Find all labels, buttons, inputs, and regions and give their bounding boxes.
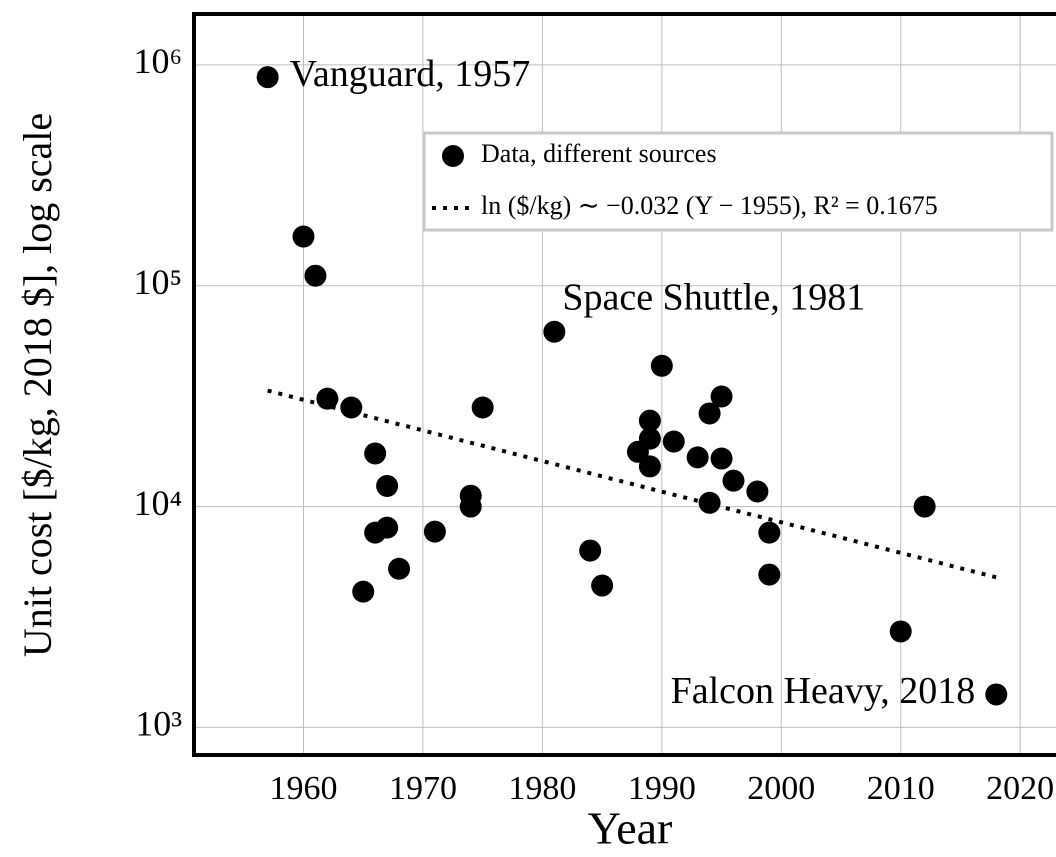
legend-label: ln ($/kg) ∼ −0.032 (Y − 1955), R² = 0.16… [481,191,938,220]
annotation: Space Shuttle, 1981 [562,276,865,318]
annotation: Vanguard, 1957 [290,53,531,95]
x-tick-label: 1990 [628,770,696,807]
data-point [388,557,411,580]
data-point [913,495,936,518]
y-axis-label: Unit cost [$/kg, 2018 $], log scale [15,113,60,657]
data-point [710,447,733,470]
x-tick-label: 1960 [270,770,338,807]
legend-marker [442,145,464,167]
data-point [376,516,399,539]
y-tick-label: 10⁶ [133,41,182,81]
data-point [352,580,375,603]
y-tick-label: 10³ [135,704,182,744]
y-tick-label: 10⁴ [133,483,182,523]
legend-label: Data, different sources [481,139,717,168]
data-point [985,683,1008,706]
data-point [591,574,614,597]
data-point [746,480,769,503]
data-point [686,446,709,469]
data-point [638,455,661,478]
x-tick-label: 2000 [747,770,815,807]
legend: Data, different sources ln ($/kg) ∼ −0.03… [422,131,1054,232]
data-point [304,264,327,287]
data-point [722,469,745,492]
data-point [889,620,912,643]
data-point [459,495,482,518]
data-point [698,402,721,425]
plot-frame [192,12,1056,757]
annotation: Falcon Heavy, 2018 [671,670,976,712]
data-point [256,66,279,89]
data-point [471,396,494,419]
data-point [340,396,363,419]
trend-line [267,388,997,580]
data-point [364,442,387,465]
data-point [638,427,661,450]
data-point [579,539,602,562]
x-tick-label: 1970 [389,770,457,807]
legend-box [422,131,1054,232]
x-tick-label: 1980 [508,770,576,807]
data-point [650,354,673,377]
data-point [758,563,781,586]
y-tick-label: 10⁵ [133,262,182,302]
data-point [543,320,566,343]
data-point [638,409,661,432]
x-tick-label: 2010 [867,770,935,807]
x-axis-label: Year [588,803,673,854]
data-point [423,520,446,543]
x-tick-label: 2020 [986,770,1054,807]
data-point [292,225,315,248]
data-point [710,385,733,408]
data-point [698,491,721,514]
data-point [662,430,685,453]
data-point [376,474,399,497]
data-point [758,521,781,544]
